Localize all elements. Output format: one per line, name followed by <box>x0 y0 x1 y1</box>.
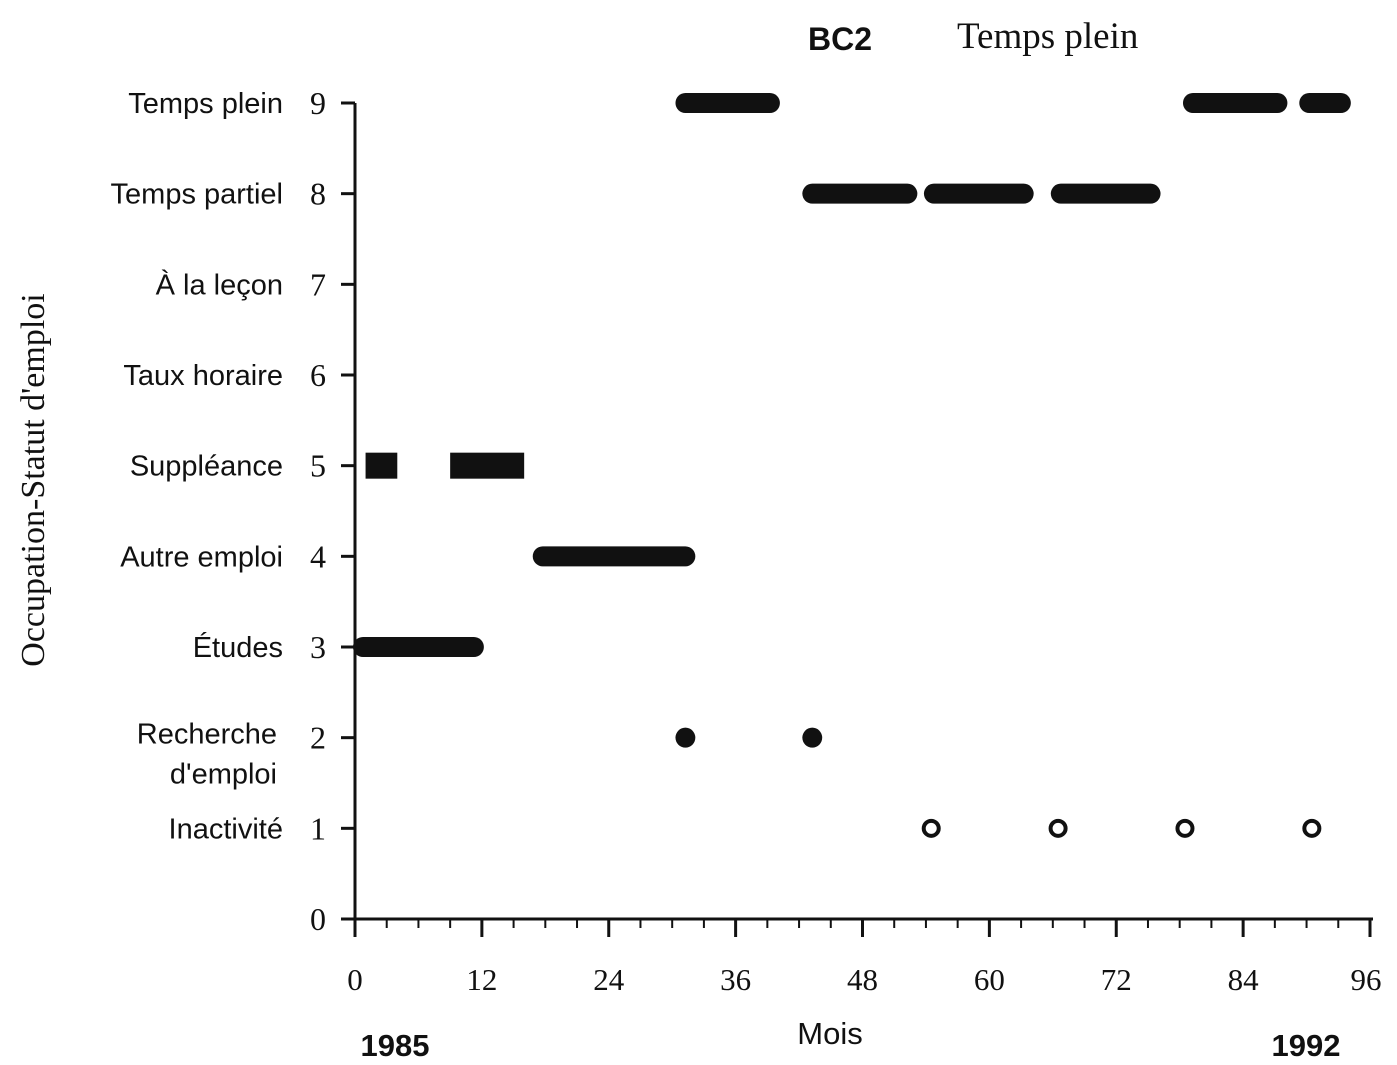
y-category-label: Recherche d'emploi <box>137 719 277 791</box>
y-tick-label: 3 <box>310 629 326 665</box>
y-category-label: Inactivité <box>169 813 283 845</box>
end-year-label: 1992 <box>1272 1028 1341 1063</box>
status-segment <box>923 183 1034 204</box>
y-tick-label: 8 <box>310 176 326 212</box>
x-tick-label: 72 <box>1101 962 1132 997</box>
y-tick-label: 6 <box>310 357 326 393</box>
start-year-label: 1985 <box>361 1028 430 1063</box>
chart-title: Temps plein <box>957 16 1138 57</box>
status-segment <box>353 637 484 657</box>
x-tick-label: 96 <box>1351 962 1382 997</box>
chart-title-code: BC2 <box>808 21 872 57</box>
x-tick-label: 84 <box>1228 962 1260 997</box>
status-segment-square <box>365 452 398 479</box>
status-point-open <box>1302 818 1322 838</box>
y-axis-ticks: 0 1 2 3 4 5 6 7 8 9 <box>310 85 355 937</box>
status-segment <box>675 93 780 113</box>
y-category-labels: Temps plein Temps partiel À la leçon Taux h… <box>111 88 283 845</box>
status-segment <box>802 727 823 748</box>
y-category-label: Autre emploi <box>120 541 283 573</box>
y-tick-label: 5 <box>310 448 326 484</box>
status-segment <box>1299 93 1351 113</box>
x-axis-title: Mois <box>797 1016 862 1051</box>
status-point-open <box>921 818 941 838</box>
y-axis-title: Occupation-Statut d'emploi <box>15 293 52 666</box>
status-segment-square <box>450 452 525 479</box>
y-category-label: À la leçon <box>156 268 283 301</box>
y-tick-label: 2 <box>310 720 326 756</box>
y-tick-label: 4 <box>310 538 326 574</box>
y-category-label: Suppléance <box>130 451 283 483</box>
x-tick-label: 36 <box>720 962 751 997</box>
x-tick-label: 12 <box>466 962 497 997</box>
x-tick-label: 60 <box>974 962 1005 997</box>
x-axis-ticks: 0 12 24 36 48 60 72 84 96 <box>347 919 1382 997</box>
status-segment <box>802 183 918 204</box>
x-tick-label: 0 <box>347 962 363 997</box>
status-segment <box>1182 93 1288 113</box>
status-segment <box>1050 183 1161 204</box>
y-tick-label: 0 <box>310 901 326 937</box>
y-category-label: Temps partiel <box>111 179 283 211</box>
y-tick-label: 9 <box>310 85 326 121</box>
x-tick-label: 48 <box>847 962 878 997</box>
status-segment <box>532 546 696 567</box>
status-segment <box>675 727 696 748</box>
status-point-open <box>1048 818 1068 838</box>
y-tick-label: 7 <box>310 266 326 302</box>
y-category-label: Taux horaire <box>123 360 283 392</box>
x-tick-label: 24 <box>593 962 625 997</box>
status-point-open <box>1175 818 1195 838</box>
y-category-label: Temps plein <box>128 88 283 120</box>
status-series <box>353 93 1351 838</box>
y-category-label: Études <box>193 631 283 664</box>
y-tick-label: 1 <box>310 810 326 846</box>
